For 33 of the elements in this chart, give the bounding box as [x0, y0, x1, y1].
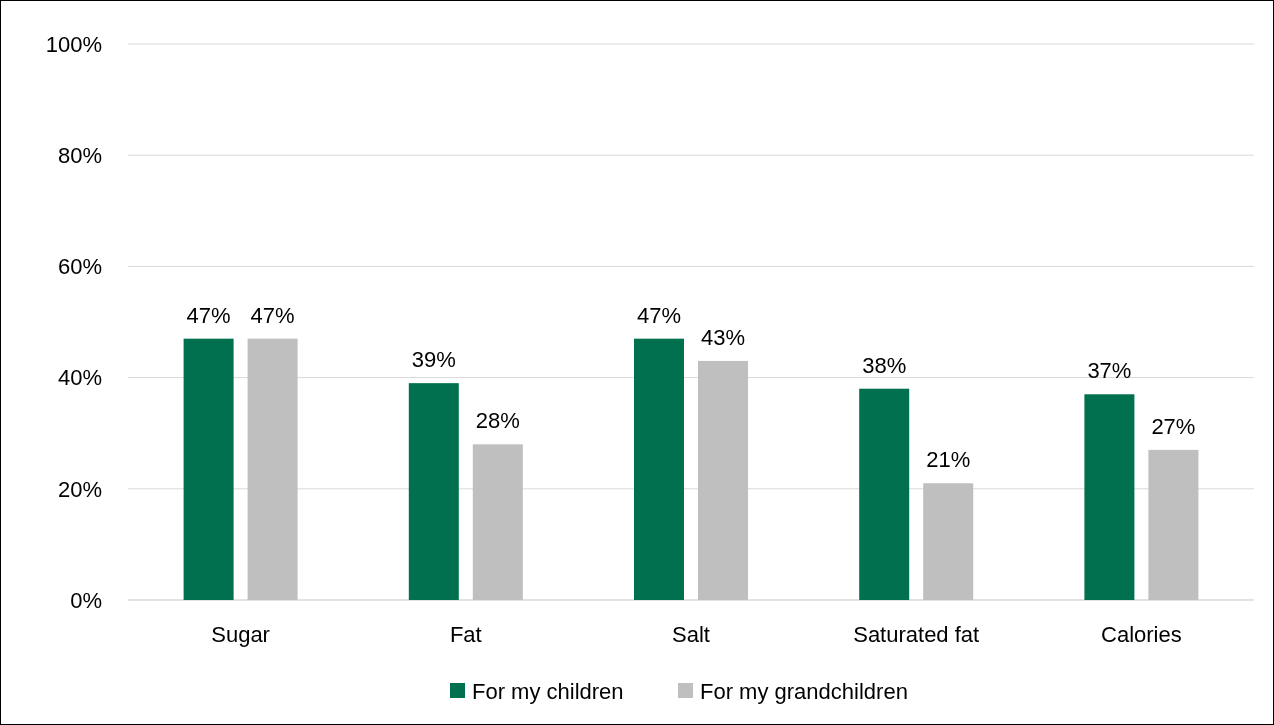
x-tick-label: Fat [449, 622, 482, 647]
data-label: 47% [186, 302, 231, 328]
bar [247, 338, 298, 600]
data-label: 47% [250, 302, 295, 328]
y-tick-label: 60% [57, 254, 102, 280]
bar [183, 338, 234, 600]
y-tick-label: 0% [70, 587, 102, 613]
bar [472, 444, 523, 600]
x-tick-label: Calories [1101, 622, 1182, 647]
x-tick-label: Saturated fat [853, 622, 980, 647]
data-label: 27% [1151, 413, 1196, 439]
data-label: 43% [700, 324, 746, 350]
y-tick-label: 100% [45, 31, 102, 57]
legend-label: For my grandchildren [700, 678, 908, 704]
data-label: 47% [636, 302, 682, 328]
data-label: 21% [926, 447, 971, 473]
x-tick-label: Salt [672, 622, 710, 647]
bar [1084, 394, 1135, 600]
data-label: 37% [1087, 358, 1132, 384]
data-label: 38% [862, 352, 907, 378]
x-tick-label: Sugar [211, 622, 270, 647]
data-label: 39% [411, 347, 456, 373]
bar [634, 338, 684, 600]
y-tick-label: 20% [57, 476, 102, 502]
y-tick-label: 80% [57, 142, 102, 168]
data-label: 28% [475, 408, 520, 434]
y-tick-label: 40% [57, 365, 102, 391]
bar [408, 383, 459, 600]
bar [1148, 449, 1199, 600]
legend-label: For my children [472, 678, 624, 704]
bar [923, 483, 974, 600]
bar [698, 360, 748, 600]
bar [859, 388, 910, 600]
